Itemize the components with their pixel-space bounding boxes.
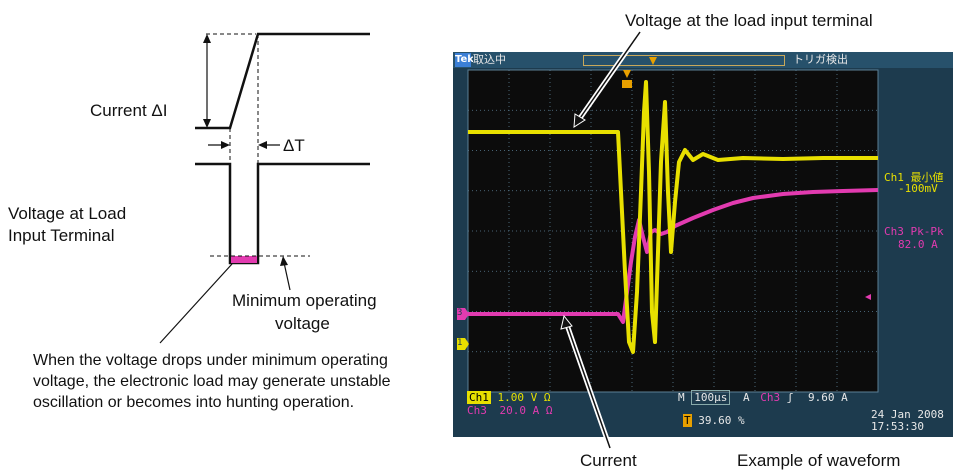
ch1-marker-label: 1 xyxy=(457,338,463,348)
ch1-scale-readout: Ch1 1.00 V Ω xyxy=(467,391,550,404)
trigger-position-value: 39.60 % xyxy=(698,414,745,427)
ch1-measure-label: Ch1 最小値 xyxy=(884,171,944,184)
tek-logo: Tek xyxy=(455,53,474,67)
min-voltage-label-2: voltage xyxy=(275,314,330,333)
voltage-dip-line xyxy=(195,162,370,265)
timebase-prefix: M xyxy=(678,391,685,404)
trigger-level: 9.60 A xyxy=(808,391,848,404)
ch1-scale: 1.00 V Ω xyxy=(497,391,551,404)
trigger-status: トリガ検出 xyxy=(793,53,848,66)
trigger-position-readout: T 39.60 % xyxy=(683,414,745,427)
trigger-slope-icon: ʃ xyxy=(786,391,794,404)
trigger-position-icon xyxy=(649,57,657,65)
trigger-position-icon-label: T xyxy=(683,414,692,427)
trigger-level-icon xyxy=(865,294,871,300)
ch3-measure-label: Ch3 Pk-Pk xyxy=(884,225,944,238)
voltage-label-1: Voltage at Load xyxy=(8,204,127,223)
acquisition-status: 取込中 xyxy=(473,53,525,67)
min-voltage-label-1: Minimum operating xyxy=(232,291,377,310)
current-step-line xyxy=(195,32,370,130)
oscillation-note: When the voltage drops under minimum ope… xyxy=(33,352,391,411)
ch3-name: Ch3 xyxy=(467,404,487,417)
voltage-label-2: Input Terminal xyxy=(8,226,115,245)
waveform-plot xyxy=(457,57,879,393)
current-label: Current ΔI xyxy=(90,101,168,120)
ch1-measure-value: -100mV xyxy=(898,182,938,195)
trigger-source: Ch3 xyxy=(760,391,781,404)
time-readout: 17:53:30 xyxy=(871,420,924,433)
example-caption: Example of waveform xyxy=(737,451,901,470)
date-readout: 24 Jan 2008 xyxy=(871,408,944,421)
voltage-terminal-label: Voltage at the load input terminal xyxy=(625,11,873,30)
ch3-scale: 20.0 A Ω xyxy=(499,404,553,417)
ch1-ground-marker xyxy=(457,338,469,350)
trigger-prefix: A xyxy=(743,391,750,404)
ch3-scale-readout: Ch3 20.0 A Ω xyxy=(467,404,552,417)
voltage-dip-highlight xyxy=(231,256,257,263)
delta-t-label: ΔT xyxy=(283,136,305,155)
ch1-voltage-trace xyxy=(468,80,878,354)
ch1-name: Ch1 xyxy=(467,391,491,404)
timebase-value: 100µs xyxy=(691,390,731,405)
ch3-measure-value: 82.0 A xyxy=(898,238,938,251)
timebase-readout: M 100µs A Ch3 ʃ 9.60 A xyxy=(678,390,848,405)
current-callout-label: Current xyxy=(580,451,637,470)
ch3-marker-label: 3 xyxy=(457,308,463,318)
oscilloscope-screen: Tek 取込中 トリガ検出 3 1 Ch1 最小値 -100 xyxy=(453,52,953,437)
ch3-ground-marker xyxy=(457,308,469,320)
